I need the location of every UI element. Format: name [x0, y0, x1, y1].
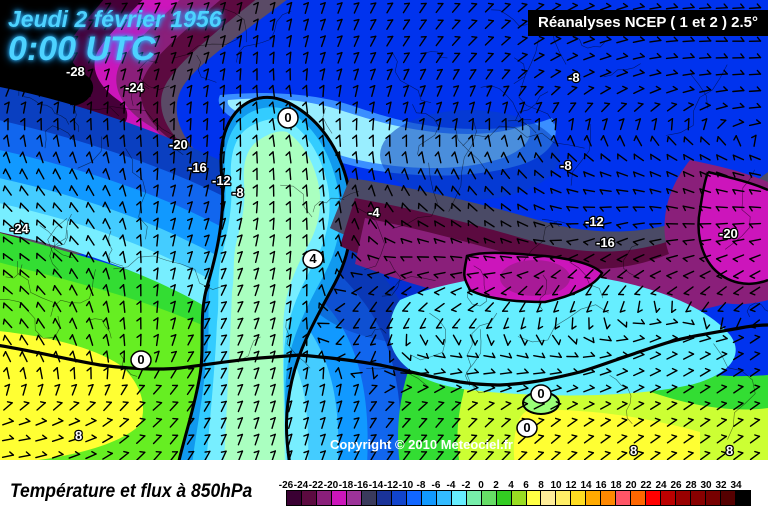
svg-text:8: 8 [726, 443, 733, 458]
svg-text:-8: -8 [232, 185, 244, 200]
svg-text:0: 0 [284, 110, 291, 125]
svg-text:0: 0 [537, 386, 544, 401]
svg-text:-16: -16 [596, 235, 615, 250]
svg-text:8: 8 [75, 428, 82, 443]
svg-text:-8: -8 [560, 158, 572, 173]
svg-text:0: 0 [137, 352, 144, 367]
svg-text:-20: -20 [169, 137, 188, 152]
svg-text:-12: -12 [212, 173, 231, 188]
svg-text:0: 0 [523, 420, 530, 435]
svg-text:-20: -20 [719, 226, 738, 241]
svg-text:-24: -24 [10, 221, 30, 236]
svg-text:4: 4 [309, 251, 317, 266]
svg-text:8: 8 [630, 443, 637, 458]
svg-text:-24: -24 [125, 80, 145, 95]
svg-text:-8: -8 [568, 70, 580, 85]
svg-text:-12: -12 [585, 214, 604, 229]
svg-text:-4: -4 [368, 205, 380, 220]
svg-text:-16: -16 [188, 160, 207, 175]
